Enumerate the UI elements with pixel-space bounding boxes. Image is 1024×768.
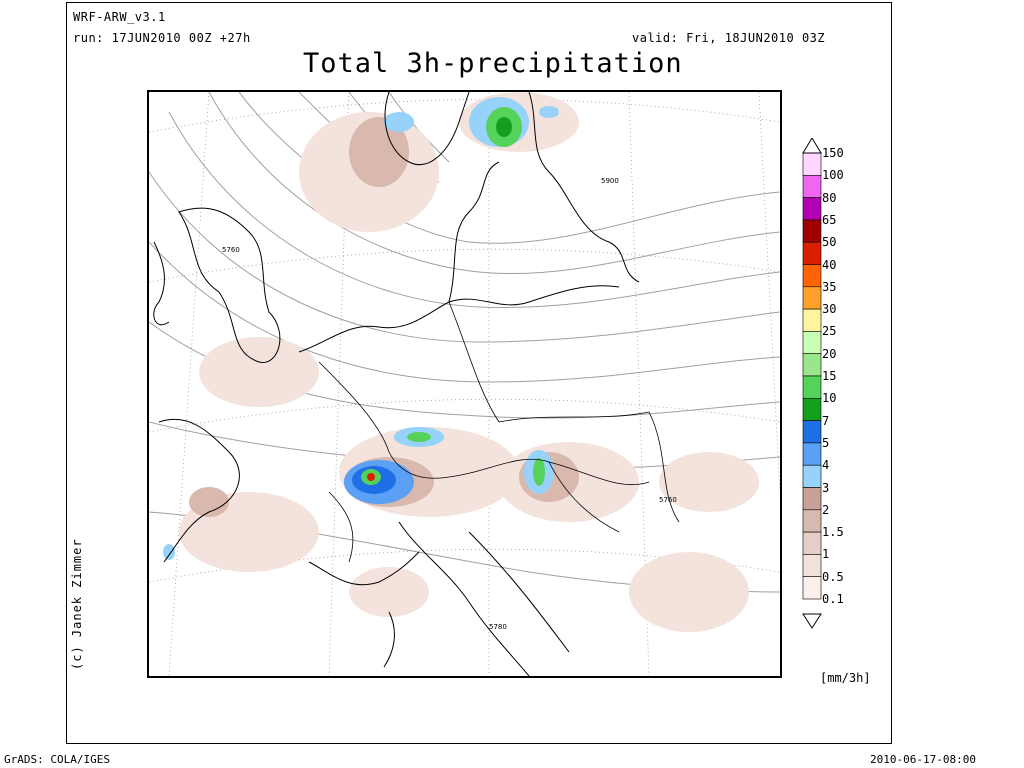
colorbar-box	[802, 420, 822, 444]
colorbar-level-label: 65	[822, 212, 837, 227]
contour-labels: 5760 5900 5760 5780	[222, 177, 677, 631]
colorbar-box	[802, 442, 822, 466]
colorbar-box	[802, 397, 822, 421]
colorbar-box	[802, 576, 822, 600]
colorbar-level-label: 2	[822, 502, 830, 517]
colorbar-level-label: 15	[822, 369, 837, 383]
borders	[318, 301, 680, 563]
colorbar-box	[802, 375, 822, 399]
precipitation-map: 5760 5900 5760 5780	[147, 90, 782, 678]
contour-label: 5900	[601, 177, 619, 185]
colorbar-level-label: 5	[822, 435, 830, 450]
copyright-credit: (c) Janek Zimmer	[70, 538, 84, 670]
colorbar-level-label: 3	[822, 480, 830, 495]
colorbar-box	[802, 264, 822, 288]
colorbar-level-label: 30	[822, 302, 837, 317]
map-canvas: 5760 5900 5760 5780	[149, 92, 780, 676]
colorbar-level-label: 10	[822, 391, 837, 406]
colorbar-boxes	[802, 152, 822, 600]
colorbar-top-arrow	[802, 138, 822, 154]
map-title: Total 3h-precipitation	[303, 48, 683, 79]
colorbar-box	[802, 509, 822, 533]
contour-label: 5760	[659, 496, 677, 504]
colorbar-level-label: 4	[822, 458, 830, 473]
colorbar-box	[802, 487, 822, 511]
footer-right: 2010-06-17-08:00	[870, 753, 976, 766]
colorbar-level-label: 0.5	[822, 569, 844, 584]
graticule	[149, 92, 780, 676]
plot-frame	[66, 2, 892, 744]
contour-label: 5780	[489, 623, 507, 631]
colorbar-level-label: 150	[822, 146, 844, 160]
colorbar-box	[802, 174, 822, 198]
footer-left: GrADS: COLA/IGES	[4, 753, 110, 766]
colorbar-box	[802, 152, 822, 176]
colorbar-level-label: 100	[822, 168, 844, 183]
colorbar-level-label: 40	[822, 257, 837, 272]
run-label: run: 17JUN2010 00Z +27h	[73, 31, 251, 45]
colorbar-box	[802, 286, 822, 310]
colorbar-box	[802, 353, 822, 377]
contour-label: 5760	[222, 246, 240, 254]
coastlines	[153, 92, 640, 676]
colorbar-level-label: 50	[822, 235, 837, 250]
colorbar-level-label: 25	[822, 324, 837, 339]
colorbar-bottom-arrow	[802, 613, 822, 629]
precip-heavy	[163, 97, 559, 560]
colorbar-level-label: 1	[822, 547, 830, 562]
units-label: [mm/3h]	[820, 671, 871, 685]
colorbar-box	[802, 464, 822, 488]
colorbar-level-label: 80	[822, 190, 837, 205]
colorbar-box	[802, 308, 822, 332]
colorbar-box	[802, 531, 822, 555]
colorbar-level-label: 20	[822, 346, 837, 361]
valid-label: valid: Fri, 18JUN2010 03Z	[632, 31, 826, 45]
colorbar-box	[802, 241, 822, 265]
model-label: WRF-ARW_v3.1	[73, 10, 166, 24]
colorbar-box	[802, 219, 822, 243]
colorbar-box	[802, 197, 822, 221]
colorbar-level-label: 35	[822, 279, 837, 294]
colorbar	[802, 138, 822, 629]
colorbar-box	[802, 331, 822, 354]
colorbar-level-label: 1.5	[822, 525, 844, 540]
colorbar-box	[802, 554, 822, 577]
colorbar-level-label: 0.1	[822, 592, 844, 606]
colorbar-level-label: 7	[822, 413, 830, 428]
